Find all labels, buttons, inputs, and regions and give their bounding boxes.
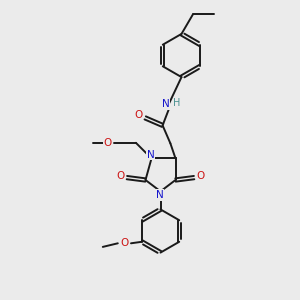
Text: O: O (116, 171, 124, 182)
Text: O: O (120, 238, 128, 248)
Text: N: N (156, 190, 164, 200)
Text: O: O (196, 171, 205, 182)
Text: O: O (134, 110, 143, 121)
Text: N: N (147, 150, 154, 160)
Text: N: N (162, 99, 170, 110)
Text: O: O (103, 138, 112, 148)
Text: H: H (173, 98, 181, 108)
